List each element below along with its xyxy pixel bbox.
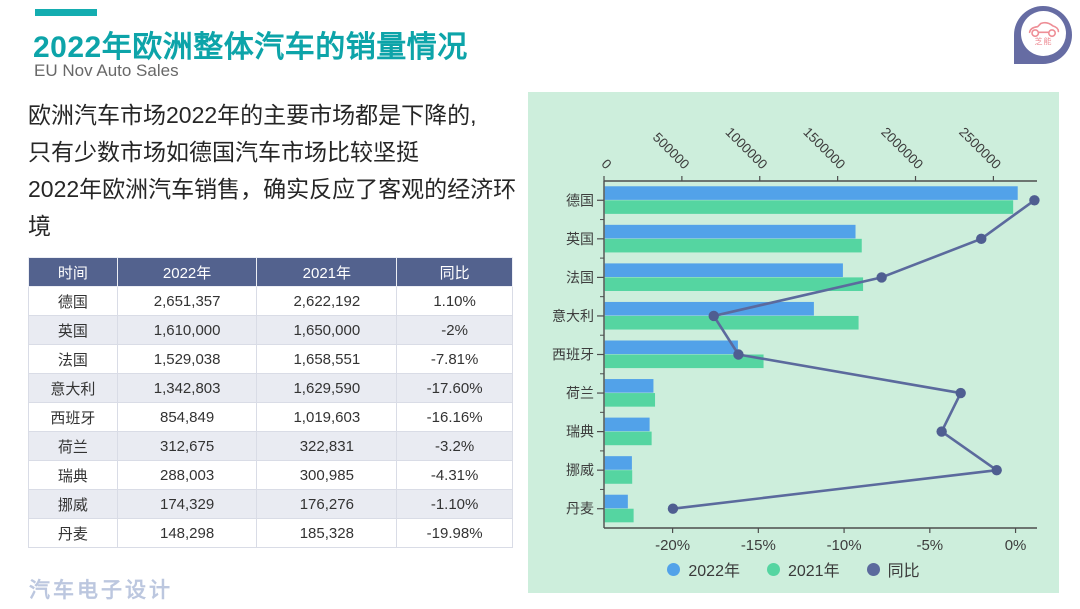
table-row: 西班牙 854,849 1,019,603 -16.16% — [28, 402, 513, 432]
logo-text: 芝能 — [1034, 37, 1053, 46]
summary-line: 只有少数市场如德国汽车市场比较坚挺 — [28, 139, 419, 165]
table-header-row: 时间 2022年 2021年 同比 — [28, 257, 513, 287]
svg-text:法国: 法国 — [566, 269, 594, 285]
svg-text:1500000: 1500000 — [800, 124, 848, 172]
cell-2022: 288,003 — [116, 460, 258, 490]
svg-text:-5%: -5% — [916, 537, 943, 554]
svg-text:英国: 英国 — [566, 231, 594, 247]
cell-yoy: 1.10% — [396, 286, 513, 316]
svg-text:0%: 0% — [1005, 537, 1027, 554]
cell-2021: 300,985 — [256, 460, 398, 490]
cell-yoy: -2% — [396, 315, 513, 345]
cell-country: 荷兰 — [28, 431, 118, 461]
cell-2021: 322,831 — [256, 431, 398, 461]
svg-text:-15%: -15% — [741, 537, 776, 554]
svg-text:2000000: 2000000 — [878, 124, 926, 172]
legend-label-yoy: 同比 — [887, 563, 920, 580]
cell-2022: 2,651,357 — [116, 286, 258, 316]
cell-yoy: -7.81% — [396, 344, 513, 374]
cell-2022: 312,675 — [116, 431, 258, 461]
header-2021: 2021年 — [256, 257, 398, 287]
header-yoy: 同比 — [396, 257, 513, 287]
header-2022: 2022年 — [116, 257, 258, 287]
cell-country: 德国 — [28, 286, 118, 316]
table-row: 荷兰 312,675 322,831 -3.2% — [28, 431, 513, 461]
logo-circle: 芝能 — [1021, 11, 1066, 56]
title-accent-bar — [35, 9, 97, 16]
svg-text:1000000: 1000000 — [722, 124, 770, 172]
sales-chart-panel: 0 500000 1000000 1500000 2000000 2500000 德国英国法… — [528, 92, 1059, 593]
cell-country: 丹麦 — [28, 518, 118, 548]
svg-text:500000: 500000 — [650, 130, 692, 172]
table-row: 英国 1,610,000 1,650,000 -2% — [28, 315, 513, 345]
sales-table: 时间 2022年 2021年 同比 德国 2,651,357 2,622,192… — [28, 257, 513, 548]
svg-text:德国: 德国 — [566, 192, 594, 208]
svg-text:0: 0 — [599, 156, 615, 172]
legend-label-2022: 2022年 — [688, 563, 740, 580]
cell-country: 法国 — [28, 344, 118, 374]
legend-item-2022: 2022年 — [667, 557, 740, 581]
summary-text: 欧洲汽车市场2022年的主要市场都是下降的, 只有少数市场如德国汽车市场比较坚挺… — [28, 97, 530, 245]
page-subtitle: EU Nov Auto Sales — [34, 61, 179, 80]
cell-yoy: -4.31% — [396, 460, 513, 490]
svg-text:-20%: -20% — [655, 537, 690, 554]
table-row: 法国 1,529,038 1,658,551 -7.81% — [28, 344, 513, 374]
page-title: 2022年欧洲整体汽车的销量情况 — [33, 31, 468, 64]
summary-line: 2022年欧洲汽车销售，确实反应了客观的经济环境 — [28, 176, 517, 239]
cell-country: 西班牙 — [28, 402, 118, 432]
legend-label-2021: 2021年 — [787, 563, 840, 580]
table-row: 挪威 174,329 176,276 -1.10% — [28, 489, 513, 519]
cell-country: 英国 — [28, 315, 118, 345]
cell-2022: 1,610,000 — [116, 315, 258, 345]
svg-text:瑞典: 瑞典 — [566, 424, 594, 440]
svg-text:西班牙: 西班牙 — [552, 347, 594, 363]
svg-text:丹麦: 丹麦 — [566, 501, 594, 517]
svg-text:挪威: 挪威 — [566, 462, 594, 478]
watermark: 汽车电子设计 — [29, 579, 173, 602]
chart-legend: 2022年 2021年 同比 — [528, 556, 1059, 582]
legend-item-2021: 2021年 — [766, 557, 840, 581]
cell-2022: 854,849 — [116, 402, 258, 432]
cell-2021: 1,658,551 — [256, 344, 398, 374]
header-time: 时间 — [28, 257, 118, 287]
sales-chart: 0 500000 1000000 1500000 2000000 2500000 德国英国法… — [552, 124, 1040, 554]
cell-2021: 185,328 — [256, 518, 398, 548]
svg-text:荷兰: 荷兰 — [566, 385, 594, 401]
cell-country: 挪威 — [28, 489, 118, 519]
table-row: 瑞典 288,003 300,985 -4.31% — [28, 460, 513, 490]
cell-2022: 1,529,038 — [116, 344, 258, 374]
table-row: 丹麦 148,298 185,328 -19.98% — [28, 518, 513, 548]
cell-2022: 148,298 — [116, 518, 258, 548]
svg-text:2500000: 2500000 — [956, 124, 1004, 172]
cell-yoy: -16.16% — [396, 402, 513, 432]
cell-country: 瑞典 — [28, 460, 118, 490]
summary-line: 欧洲汽车市场2022年的主要市场都是下降的, — [28, 102, 477, 128]
cell-country: 意大利 — [28, 373, 118, 403]
svg-text:-10%: -10% — [827, 537, 862, 554]
cell-2022: 174,329 — [116, 489, 258, 519]
legend-dot-2021 — [766, 562, 780, 576]
cell-yoy: -3.2% — [396, 431, 513, 461]
cell-2021: 1,650,000 — [256, 315, 398, 345]
brand-logo: 芝能 — [1014, 6, 1072, 64]
cell-2021: 1,629,590 — [256, 373, 398, 403]
table-row: 德国 2,651,357 2,622,192 1.10% — [28, 286, 513, 316]
cell-yoy: -17.60% — [396, 373, 513, 403]
cell-2022: 1,342,803 — [116, 373, 258, 403]
legend-dot-yoy — [866, 562, 880, 576]
cell-2021: 2,622,192 — [256, 286, 398, 316]
car-icon — [1028, 21, 1059, 38]
cell-yoy: -1.10% — [396, 489, 513, 519]
legend-item-yoy: 同比 — [866, 557, 920, 581]
cell-2021: 176,276 — [256, 489, 398, 519]
cell-yoy: -19.98% — [396, 518, 513, 548]
table-row: 意大利 1,342,803 1,629,590 -17.60% — [28, 373, 513, 403]
legend-dot-2022 — [667, 562, 681, 576]
cell-2021: 1,019,603 — [256, 402, 398, 432]
svg-text:意大利: 意大利 — [552, 308, 594, 324]
